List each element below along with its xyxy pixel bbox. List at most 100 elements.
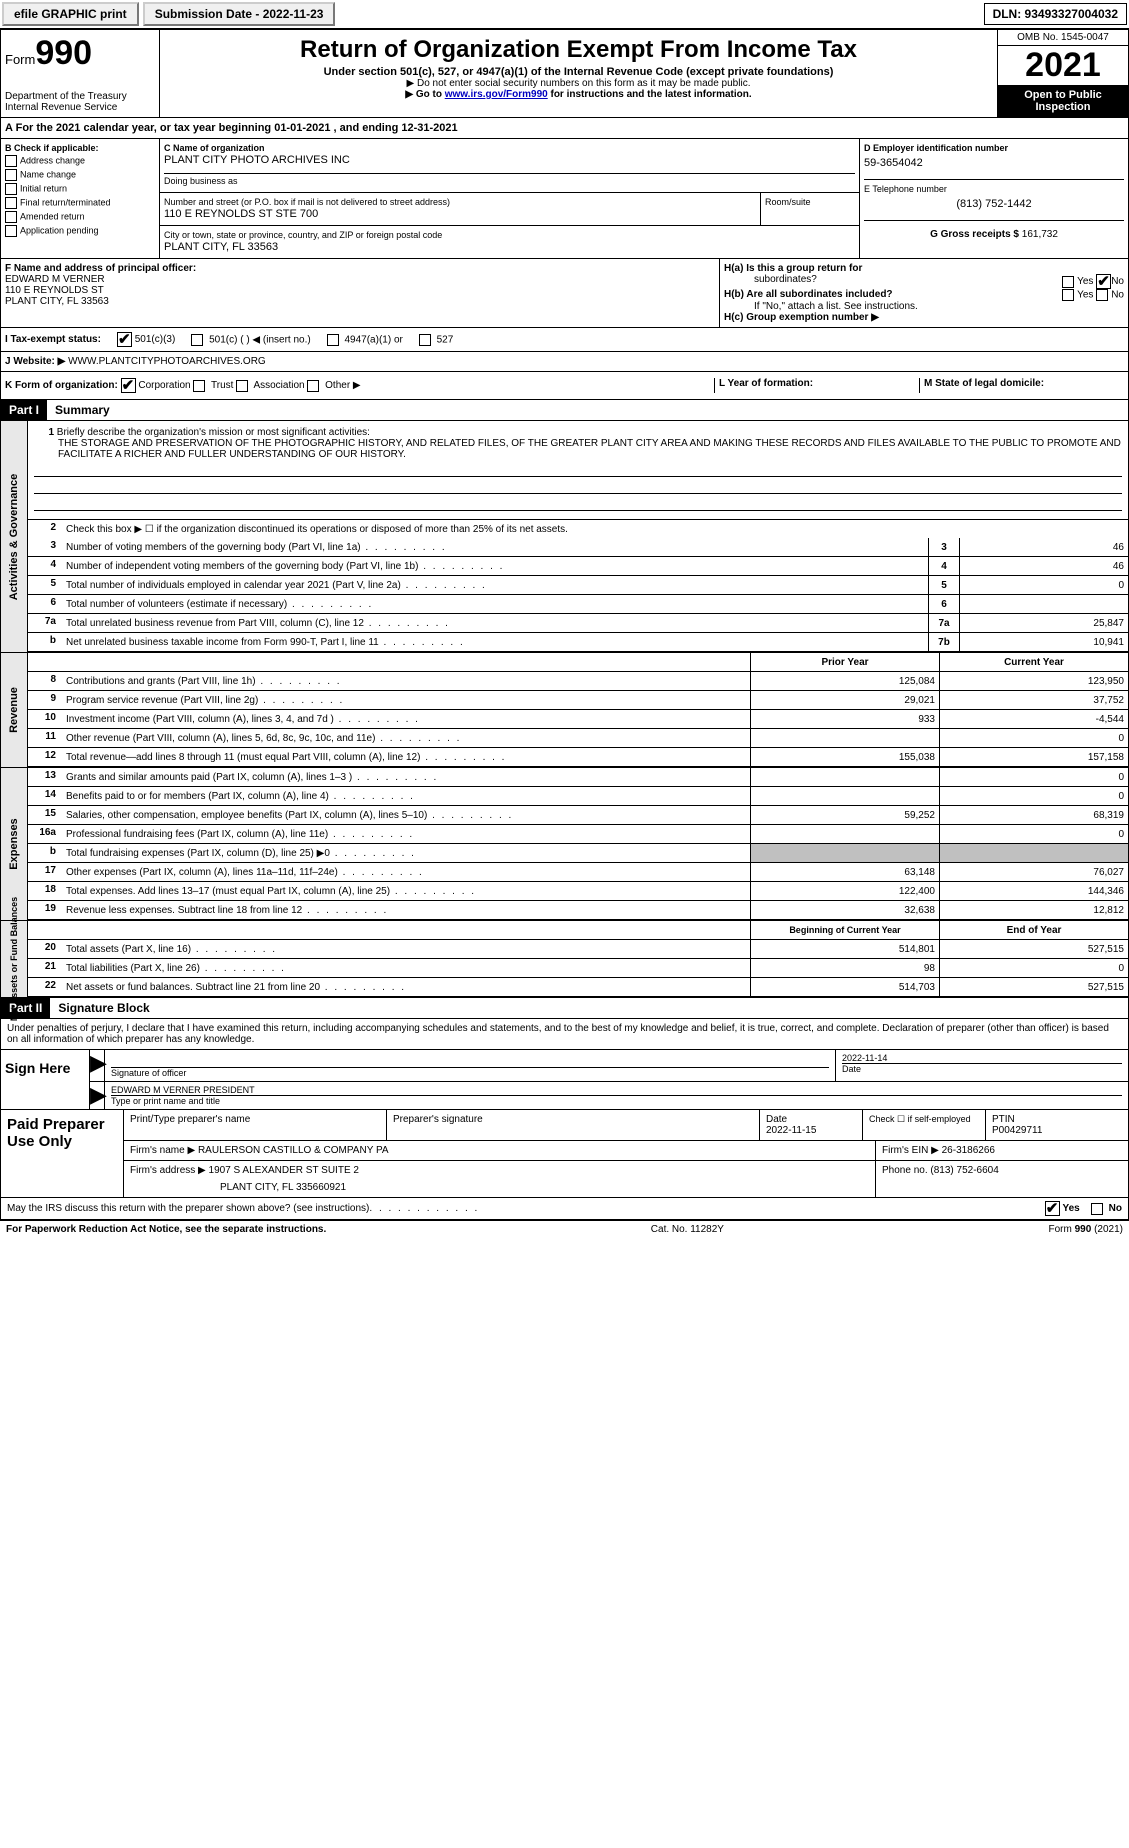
summary-row: 14 Benefits paid to or for members (Part… [28, 787, 1128, 806]
cb-527[interactable] [419, 334, 431, 346]
discuss-text: May the IRS discuss this return with the… [7, 1203, 369, 1214]
cb-hb-no[interactable] [1096, 289, 1108, 301]
preparer-date-label: Date [766, 1114, 787, 1125]
sig-officer-label: Signature of officer [111, 1067, 829, 1078]
section-bcd: B Check if applicable: Address change Na… [0, 139, 1129, 259]
summary-row: b Total fundraising expenses (Part IX, c… [28, 844, 1128, 863]
section-b-label: B Check if applicable: [5, 143, 155, 153]
omb-number: OMB No. 1545-0047 [998, 30, 1128, 46]
sig-date-label: Date [842, 1063, 1122, 1074]
cb-discuss-yes[interactable] [1045, 1201, 1060, 1216]
paid-preparer-block: Paid Preparer Use Only Print/Type prepar… [0, 1110, 1129, 1198]
top-bar: efile GRAPHIC print Submission Date - 20… [0, 0, 1129, 28]
dept-treasury: Department of the Treasury [5, 91, 155, 102]
summary-row: 6 Total number of volunteers (estimate i… [28, 595, 1128, 614]
side-tab-netassets: Net Assets or Fund Balances [9, 897, 19, 1021]
summary-row: 16a Professional fundraising fees (Part … [28, 825, 1128, 844]
cb-501c[interactable] [191, 334, 203, 346]
preparer-sig-label: Preparer's signature [387, 1110, 760, 1140]
firm-ein-label: Firm's EIN ▶ [882, 1145, 939, 1156]
firm-addr1: 1907 S ALEXANDER ST SUITE 2 [209, 1165, 359, 1176]
side-tab-expenses: Expenses [8, 818, 20, 869]
officer-label: F Name and address of principal officer: [5, 263, 715, 274]
summary-row: 13 Grants and similar amounts paid (Part… [28, 768, 1128, 787]
line2-text: Check this box ▶ ☐ if the organization d… [62, 522, 1128, 537]
open-public-badge: Open to Public Inspection [998, 85, 1128, 117]
summary-row: 22 Net assets or fund balances. Subtract… [28, 978, 1128, 997]
website-label: J Website: ▶ [5, 356, 65, 367]
mission-label: Briefly describe the organization's miss… [57, 427, 370, 438]
cb-initial-return[interactable] [5, 183, 17, 195]
cb-association[interactable] [236, 380, 248, 392]
state-domicile-label: M State of legal domicile: [924, 378, 1044, 389]
form-subtitle: Under section 501(c), 527, or 4947(a)(1)… [164, 66, 993, 78]
city-label: City or town, state or province, country… [164, 230, 855, 240]
cb-address-change[interactable] [5, 155, 17, 167]
cb-ha-yes[interactable] [1062, 276, 1074, 288]
beginning-year-header: Beginning of Current Year [750, 921, 939, 939]
ein-value: 59-3654042 [864, 153, 1124, 179]
cb-ha-no[interactable] [1096, 274, 1111, 289]
section-i: I Tax-exempt status: 501(c)(3) 501(c) ( … [0, 328, 1129, 352]
officer-city: PLANT CITY, FL 33563 [5, 296, 715, 307]
submission-date-button[interactable]: Submission Date - 2022-11-23 [143, 2, 336, 26]
current-year-header: Current Year [939, 653, 1128, 671]
part2-title: Signature Block [50, 1001, 149, 1015]
paperwork-notice: For Paperwork Reduction Act Notice, see … [6, 1224, 326, 1235]
cb-application-pending[interactable] [5, 225, 17, 237]
firm-name-label: Firm's name ▶ [130, 1145, 195, 1156]
form-header: Form990 Department of the Treasury Inter… [0, 28, 1129, 118]
summary-row: 8 Contributions and grants (Part VIII, l… [28, 672, 1128, 691]
room-label: Room/suite [765, 197, 855, 207]
firm-phone-label: Phone no. [882, 1165, 928, 1176]
section-klm: K Form of organization: Corporation Trus… [0, 372, 1129, 400]
cb-hb-yes[interactable] [1062, 289, 1074, 301]
declaration-text: Under penalties of perjury, I declare th… [0, 1019, 1129, 1050]
line-a-tax-year: A For the 2021 calendar year, or tax yea… [0, 118, 1129, 139]
sig-date: 2022-11-14 [842, 1053, 1122, 1063]
firm-addr-label: Firm's address ▶ [130, 1165, 206, 1176]
summary-row: 18 Total expenses. Add lines 13–17 (must… [28, 882, 1128, 901]
part1-header-row: Part I Summary [0, 400, 1129, 421]
officer-name: EDWARD M VERNER [5, 274, 715, 285]
cb-amended-return[interactable] [5, 211, 17, 223]
firm-addr2: PLANT CITY, FL 335660921 [130, 1176, 869, 1193]
cb-discuss-no[interactable] [1091, 1203, 1103, 1215]
irs-form990-link[interactable]: www.irs.gov/Form990 [445, 89, 548, 100]
dln-label: DLN: 93493327004032 [984, 3, 1127, 25]
tax-exempt-label: I Tax-exempt status: [5, 334, 101, 345]
summary-row: 12 Total revenue—add lines 8 through 11 … [28, 748, 1128, 767]
end-year-header: End of Year [939, 921, 1128, 939]
summary-row: 20 Total assets (Part X, line 16) 514,80… [28, 940, 1128, 959]
website-value: WWW.PLANTCITYPHOTOARCHIVES.ORG [68, 356, 266, 367]
cb-4947[interactable] [327, 334, 339, 346]
sign-here-block: Sign Here ▶ Signature of officer 2022-11… [0, 1050, 1129, 1110]
ptin-label: PTIN [992, 1114, 1015, 1125]
summary-row: 11 Other revenue (Part VIII, column (A),… [28, 729, 1128, 748]
preparer-date: 2022-11-15 [766, 1125, 816, 1136]
sig-name: EDWARD M VERNER PRESIDENT [111, 1085, 1122, 1095]
section-j: J Website: ▶ WWW.PLANTCITYPHOTOARCHIVES.… [0, 352, 1129, 372]
city-value: PLANT CITY, FL 33563 [164, 240, 855, 254]
cb-501c3[interactable] [117, 332, 132, 347]
part2-header-row: Part II Signature Block [0, 998, 1129, 1019]
phone-value: (813) 752-1442 [864, 194, 1124, 220]
street-label: Number and street (or P.O. box if mail i… [164, 197, 756, 207]
org-name: PLANT CITY PHOTO ARCHIVES INC [164, 153, 855, 167]
form-note-link: ▶ Go to www.irs.gov/Form990 for instruct… [164, 89, 993, 100]
hb-label: H(b) Are all subordinates included? [724, 289, 893, 301]
dba-label: Doing business as [164, 176, 855, 186]
irs-label: Internal Revenue Service [5, 102, 155, 113]
efile-print-button[interactable]: efile GRAPHIC print [2, 2, 139, 26]
sign-here-label: Sign Here [1, 1050, 90, 1109]
summary-row: 10 Investment income (Part VIII, column … [28, 710, 1128, 729]
ha-label: H(a) Is this a group return for [724, 263, 862, 274]
cb-other[interactable] [307, 380, 319, 392]
self-employed-label: Check ☐ if self-employed [863, 1110, 986, 1140]
cb-corporation[interactable] [121, 378, 136, 393]
discuss-row: May the IRS discuss this return with the… [0, 1198, 1129, 1220]
summary-row: 21 Total liabilities (Part X, line 26) 9… [28, 959, 1128, 978]
cb-name-change[interactable] [5, 169, 17, 181]
cb-trust[interactable] [193, 380, 205, 392]
cb-final-return[interactable] [5, 197, 17, 209]
